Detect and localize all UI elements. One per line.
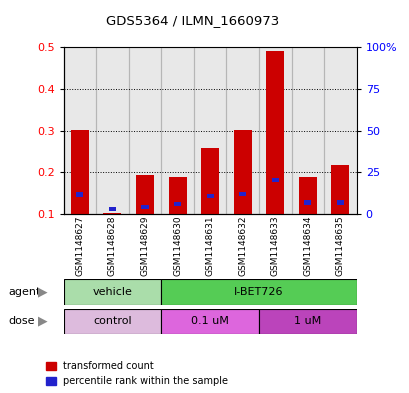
Bar [303,200,311,205]
Bar [168,178,186,214]
Bar [258,47,291,214]
Bar [96,47,128,214]
Bar [161,47,193,214]
Bar [141,205,148,209]
Bar [63,47,96,214]
Legend: transformed count, percentile rank within the sample: transformed count, percentile rank withi… [46,361,228,386]
Text: ▶: ▶ [38,315,48,328]
Bar [63,279,161,305]
Text: GDS5364 / ILMN_1660973: GDS5364 / ILMN_1660973 [106,14,279,27]
Text: 1 uM: 1 uM [294,316,321,326]
Bar [108,207,116,211]
Bar [226,47,258,214]
Text: vehicle: vehicle [92,287,132,297]
Bar [233,130,251,214]
Bar [206,194,213,198]
Bar [271,178,278,182]
Bar [128,47,161,214]
Text: I-BET726: I-BET726 [234,287,283,297]
Text: control: control [93,316,131,326]
Bar [161,279,356,305]
Bar [291,47,324,214]
Bar [136,175,153,214]
Text: 0.1 uM: 0.1 uM [191,316,229,326]
Bar [76,193,83,196]
Bar [298,178,316,214]
Bar [161,309,258,334]
Text: ▶: ▶ [38,285,48,298]
Bar [173,202,181,206]
Bar [336,200,343,205]
Bar [238,192,246,196]
Bar [324,47,356,214]
Bar [63,309,161,334]
Bar [103,213,121,214]
Text: dose: dose [8,316,35,326]
Bar [193,47,226,214]
Bar [266,51,283,214]
Bar [71,130,89,214]
Bar [258,309,356,334]
Bar [330,165,348,214]
Bar [201,148,218,214]
Text: agent: agent [8,287,40,297]
